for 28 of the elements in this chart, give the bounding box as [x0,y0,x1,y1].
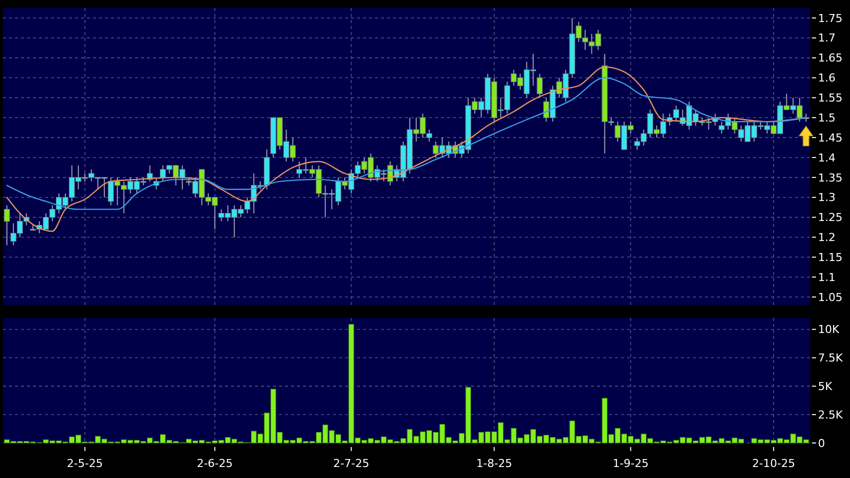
y-tick-label: 1.6 [818,72,836,85]
x-tick-label: 2-6-25 [196,457,233,470]
y-tick-label: 1.1 [818,270,836,284]
y-tick-label: 1.75 [818,12,842,25]
y-tick-label: 1.15 [818,251,842,264]
y-tick-label: 1.05 [818,290,842,304]
y-tick-label: 1.7 [818,32,836,45]
x-tick-label: 2-5-25 [66,457,103,470]
y-tick-label: 1.35 [818,171,842,184]
y-tick-label: 1.5 [818,111,836,124]
x-tick-label: 2-7-25 [333,457,370,470]
candlestick [536,73,543,98]
y-tick-label: 1.55 [818,92,842,105]
x-tick-label: 2-10-25 [752,457,796,470]
y-tick-label: 7.5K [818,352,844,365]
y-tick-label: 1.2 [818,231,836,244]
y-tick-label: 0 [818,436,825,450]
y-tick-label: 1.45 [818,131,842,144]
y-tick-label: 1.65 [818,52,842,65]
y-tick-label: 1.4 [818,151,836,164]
y-tick-label: 1.3 [818,191,836,204]
x-tick-label: 1-8-25 [476,457,512,470]
y-tick-label: 10K [818,323,840,336]
y-tick-label: 1.25 [818,211,842,224]
x-tick-label: 1-9-25 [612,457,649,470]
candlestick [4,204,10,246]
y-tick-label: 5K [818,380,833,394]
y-tick-label: 2.5K [818,408,844,422]
